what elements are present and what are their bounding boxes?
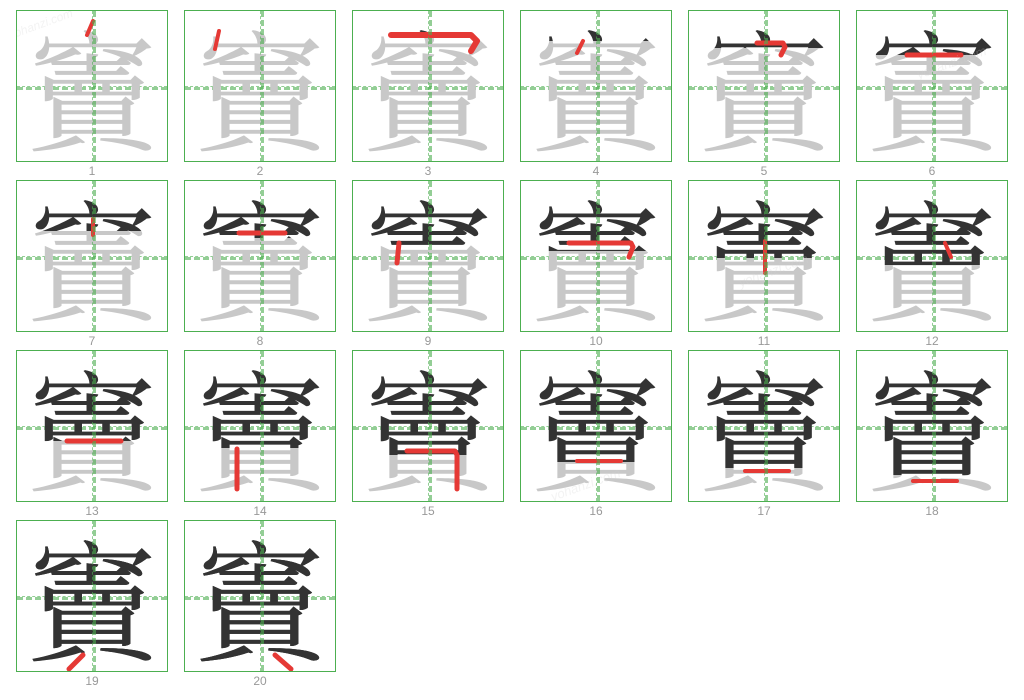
stroke-cell: 竇竇 13 [14, 350, 170, 520]
stroke-cell: 竇竇 3 [350, 10, 506, 180]
stroke-cell: 竇竇 17 [686, 350, 842, 520]
stroke-number: 2 [257, 164, 264, 178]
char-gray: 竇 [185, 11, 335, 161]
character-box: 竇竇 [856, 350, 1008, 502]
char-black-full: 竇 [185, 521, 335, 671]
character-box: 竇竇 [688, 350, 840, 502]
stroke-cell: 竇竇 18 [854, 350, 1010, 520]
stroke-number: 8 [257, 334, 264, 348]
character-box: 竇竇 [352, 350, 504, 502]
stroke-number: 5 [761, 164, 768, 178]
stroke-number: 3 [425, 164, 432, 178]
character-box: 竇竇yohanzi.com [520, 350, 672, 502]
stroke-cell: 竇竇 9 [350, 180, 506, 350]
stroke-cell: 竇竇 14 [182, 350, 338, 520]
stroke-number: 10 [589, 334, 602, 348]
stroke-cell: 竇yohanzi.com 1 [14, 10, 170, 180]
character-box: 竇竇竇 [184, 520, 336, 672]
character-box: 竇竇 [520, 180, 672, 332]
character-box: 竇竇竇 [16, 520, 168, 672]
character-box: 竇竇 [184, 180, 336, 332]
stroke-number: 7 [89, 334, 96, 348]
stroke-number: 19 [85, 674, 98, 688]
stroke-cell: 竇竇 8 [182, 180, 338, 350]
character-box: 竇竇 [184, 350, 336, 502]
stroke-number: 20 [253, 674, 266, 688]
stroke-number: 12 [925, 334, 938, 348]
stroke-cell: 竇竇竇 20 [182, 520, 338, 690]
character-box: 竇竇 [520, 10, 672, 162]
stroke-number: 14 [253, 504, 266, 518]
character-box: 竇竇 [16, 180, 168, 332]
stroke-cell: 竇竇 12 [854, 180, 1010, 350]
stroke-cell: 竇竇yohanzi.com 16 [518, 350, 674, 520]
stroke-cell: 竇竇 2 [182, 10, 338, 180]
stroke-number: 17 [757, 504, 770, 518]
character-box: 竇竇 [184, 10, 336, 162]
character-box: 竇竇 [688, 10, 840, 162]
stroke-number: 9 [425, 334, 432, 348]
stroke-cell: 竇竇yohanzi.com 11 [686, 180, 842, 350]
stroke-number: 1 [89, 164, 96, 178]
stroke-cell: 竇竇 10 [518, 180, 674, 350]
stroke-cell: 竇竇 5 [686, 10, 842, 180]
stroke-number: 11 [758, 334, 770, 348]
character-box: 竇yohanzi.com [16, 10, 168, 162]
character-box: 竇竇 [856, 180, 1008, 332]
stroke-cell: 竇竇 15 [350, 350, 506, 520]
stroke-order-grid: 竇yohanzi.com1竇竇2竇竇3竇竇4竇竇5竇竇yohanzi.com6竇… [0, 0, 1024, 700]
stroke-number: 6 [929, 164, 936, 178]
stroke-number: 15 [421, 504, 434, 518]
char-gray: 竇 [17, 11, 167, 161]
character-box: 竇竇yohanzi.com [856, 10, 1008, 162]
character-box: 竇竇yohanzi.com [688, 180, 840, 332]
stroke-number: 18 [925, 504, 938, 518]
stroke-number: 13 [85, 504, 98, 518]
character-box: 竇竇 [352, 180, 504, 332]
stroke-cell: 竇竇 4 [518, 10, 674, 180]
character-box: 竇竇 [16, 350, 168, 502]
character-box: 竇竇 [352, 10, 504, 162]
stroke-cell: 竇竇 7 [14, 180, 170, 350]
stroke-cell: 竇竇yohanzi.com 6 [854, 10, 1010, 180]
stroke-number: 16 [589, 504, 602, 518]
char-black-full: 竇 [17, 521, 167, 671]
stroke-number: 4 [593, 164, 600, 178]
stroke-cell: 竇竇竇 19 [14, 520, 170, 690]
